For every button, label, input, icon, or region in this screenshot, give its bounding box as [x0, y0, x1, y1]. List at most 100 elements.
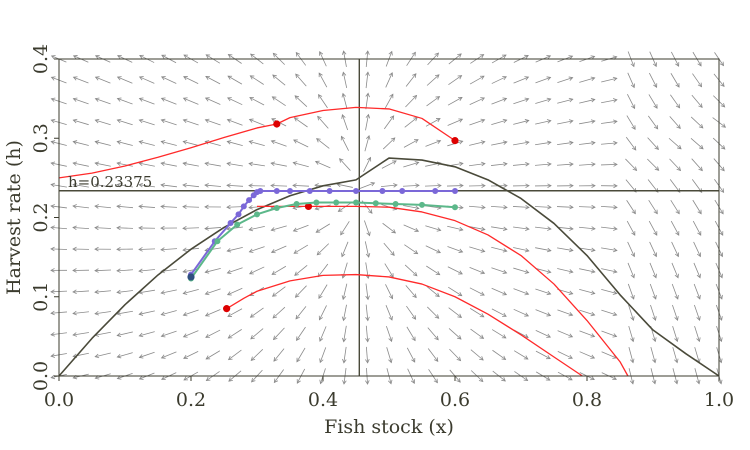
- field-arrow: [601, 351, 617, 359]
- field-arrow: [403, 205, 419, 209]
- field-arrow-head: [116, 97, 122, 102]
- field-arrow-head: [205, 333, 210, 338]
- field-arrow-head: [612, 333, 618, 338]
- field-arrow: [426, 286, 440, 297]
- field-arrow: [513, 288, 529, 295]
- field-arrow: [425, 245, 441, 253]
- field-arrow: [513, 98, 529, 105]
- field-arrow: [161, 97, 177, 105]
- field-arrow: [491, 226, 507, 230]
- field-arrow: [448, 286, 462, 297]
- field-arrow: [95, 76, 111, 84]
- field-arrow-head: [271, 118, 276, 123]
- field-arrow-head: [436, 161, 442, 166]
- field-arrow-head: [182, 140, 188, 145]
- field-arrow-head: [652, 252, 658, 258]
- field-arrow: [650, 347, 656, 363]
- field-arrow: [249, 119, 265, 126]
- field-arrow-head: [160, 76, 166, 81]
- field-arrow: [579, 268, 595, 273]
- field-arrow: [138, 205, 156, 208]
- field-arrow: [204, 184, 222, 187]
- field-arrow: [557, 77, 573, 83]
- field-arrow: [427, 327, 439, 341]
- field-arrow: [161, 330, 177, 337]
- field-arrow: [382, 137, 396, 150]
- field-arrow-head: [674, 316, 679, 321]
- field-arrow: [403, 224, 419, 232]
- field-arrow: [139, 98, 155, 105]
- field-arrow-head: [525, 226, 530, 231]
- field-arrow: [425, 118, 441, 127]
- field-arrow: [449, 348, 461, 361]
- field-arrow-head: [653, 124, 659, 130]
- field-arrow: [227, 226, 243, 230]
- field-arrow: [183, 119, 199, 126]
- field-arrow-head: [226, 291, 232, 296]
- series-point: [372, 200, 379, 207]
- field-arrow-head: [433, 357, 439, 362]
- field-arrow: [183, 184, 199, 188]
- field-arrow: [535, 120, 551, 125]
- field-arrow-head: [525, 204, 530, 210]
- field-arrow-head: [72, 246, 77, 252]
- field-arrow-head: [294, 293, 300, 298]
- field-arrow-head: [50, 118, 56, 124]
- field-arrow-head: [612, 269, 618, 274]
- field-arrow-head: [718, 252, 724, 258]
- field-arrow-head: [251, 377, 256, 383]
- field-arrow: [669, 116, 681, 129]
- field-arrow-head: [341, 114, 346, 119]
- field-arrow: [491, 119, 507, 126]
- series-point: [333, 199, 340, 206]
- field-arrow: [469, 226, 485, 230]
- field-arrow-head: [270, 183, 275, 188]
- field-arrow-head: [524, 269, 530, 274]
- field-arrow: [385, 72, 393, 88]
- field-arrow: [183, 309, 199, 316]
- field-arrow-head: [412, 293, 417, 299]
- field-arrow: [183, 268, 199, 273]
- field-arrow: [365, 93, 369, 110]
- field-arrow-head: [72, 332, 77, 337]
- field-arrow-head: [227, 355, 233, 361]
- field-arrow-head: [270, 139, 276, 145]
- field-arrow: [694, 325, 700, 342]
- field-arrow: [205, 350, 221, 360]
- field-arrow: [535, 77, 551, 84]
- field-arrow: [383, 242, 395, 256]
- field-arrow-head: [457, 96, 463, 101]
- field-arrow-head: [674, 294, 679, 300]
- field-arrow-head: [435, 292, 440, 298]
- field-arrow: [365, 72, 369, 89]
- field-arrow-head: [480, 291, 485, 296]
- field-arrow: [406, 326, 416, 341]
- field-arrow-head: [314, 183, 319, 188]
- field-arrow: [138, 248, 156, 250]
- series-point: [254, 211, 260, 218]
- y-tick-label: 0.1: [30, 282, 52, 312]
- field-arrow: [72, 290, 90, 293]
- field-arrow: [293, 244, 309, 254]
- field-arrow-head: [652, 273, 657, 279]
- field-arrow-head: [270, 248, 276, 254]
- field-arrow-head: [388, 72, 393, 77]
- field-arrow: [182, 227, 200, 229]
- series-point: [353, 187, 359, 194]
- field-arrow: [205, 76, 221, 85]
- field-arrow-head: [94, 268, 99, 273]
- field-arrow: [469, 141, 485, 146]
- field-arrow-head: [478, 377, 484, 383]
- field-arrow: [649, 262, 657, 278]
- field-arrow: [402, 184, 420, 187]
- field-arrow: [228, 349, 242, 360]
- field-arrow-head: [314, 205, 320, 211]
- field-arrow: [205, 329, 221, 338]
- field-arrow-head: [630, 316, 635, 322]
- field-arrow: [161, 310, 177, 316]
- y-tick-label: 0.4: [30, 44, 52, 74]
- field-arrow-head: [568, 312, 574, 317]
- field-arrow-head: [293, 249, 299, 254]
- field-arrow-head: [226, 140, 232, 145]
- field-arrow: [363, 157, 371, 173]
